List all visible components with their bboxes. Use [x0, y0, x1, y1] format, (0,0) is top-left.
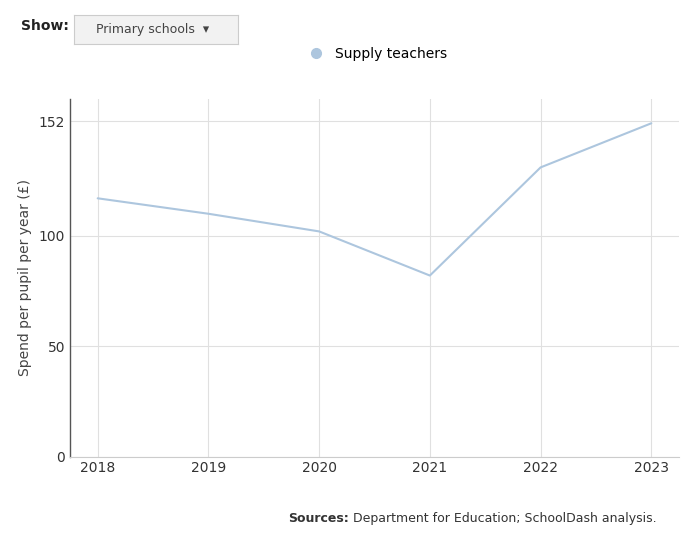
Legend: Supply teachers: Supply teachers [296, 42, 453, 67]
Text: Primary schools  ▾: Primary schools ▾ [96, 23, 209, 36]
Y-axis label: Spend per pupil per year (£): Spend per pupil per year (£) [18, 179, 32, 376]
Text: Department for Education; SchoolDash analysis.: Department for Education; SchoolDash ana… [349, 512, 657, 525]
Text: Sources:: Sources: [288, 512, 349, 525]
Text: Show:: Show: [21, 19, 69, 33]
